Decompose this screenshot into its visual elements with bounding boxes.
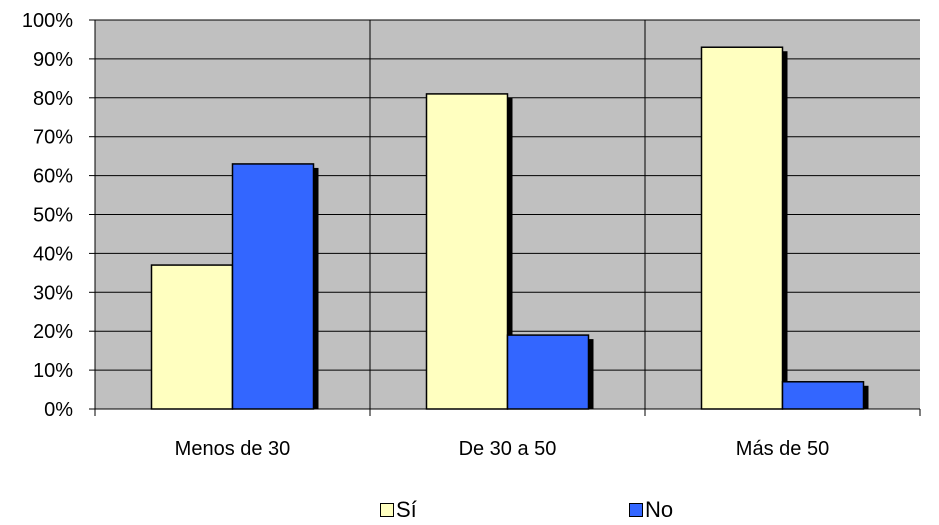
bar-si (150, 264, 234, 410)
y-axis-ticks: 0% 10% 20% 30% 40% 50% 60% 70% 80% 90% 100% (22, 10, 95, 421)
x-category-label: De 30 a 50 (459, 438, 557, 460)
bar-si (700, 46, 784, 410)
y-tick-label: 30% (33, 282, 73, 304)
y-tick-label: 90% (33, 49, 73, 71)
legend-item-no: No (629, 498, 673, 522)
y-tick-label: 20% (33, 321, 73, 343)
y-tick-label: 100% (22, 10, 73, 32)
bar-no (231, 163, 315, 410)
y-tick-label: 40% (33, 243, 73, 265)
y-tick-label: 0% (44, 399, 73, 421)
legend-label-si: Sí (396, 497, 417, 522)
y-tick-label: 70% (33, 127, 73, 149)
y-tick-label: 50% (33, 205, 73, 227)
y-tick-label: 60% (33, 166, 73, 188)
legend-swatch-no (629, 503, 643, 517)
legend-item-si: Sí (380, 498, 417, 522)
bar-no (506, 334, 590, 410)
x-category-label: Más de 50 (736, 438, 829, 460)
category-separators (369, 20, 646, 409)
bar-chart: 0% 10% 20% 30% 40% 50% 60% 70% 80% 90% 100% Menos … (22, 10, 921, 460)
x-category-label: Menos de 30 (175, 438, 291, 460)
y-tick-label: 80% (33, 88, 73, 110)
legend-label-no: No (645, 497, 674, 522)
legend: Sí No (0, 498, 939, 524)
y-tick-label: 10% (33, 360, 73, 382)
x-axis-labels: Menos de 30 De 30 a 50 Más de 50 (94, 409, 921, 460)
legend-swatch-si (380, 503, 394, 517)
bar-no (781, 381, 865, 410)
bars (150, 46, 869, 410)
bar-si (425, 93, 509, 410)
